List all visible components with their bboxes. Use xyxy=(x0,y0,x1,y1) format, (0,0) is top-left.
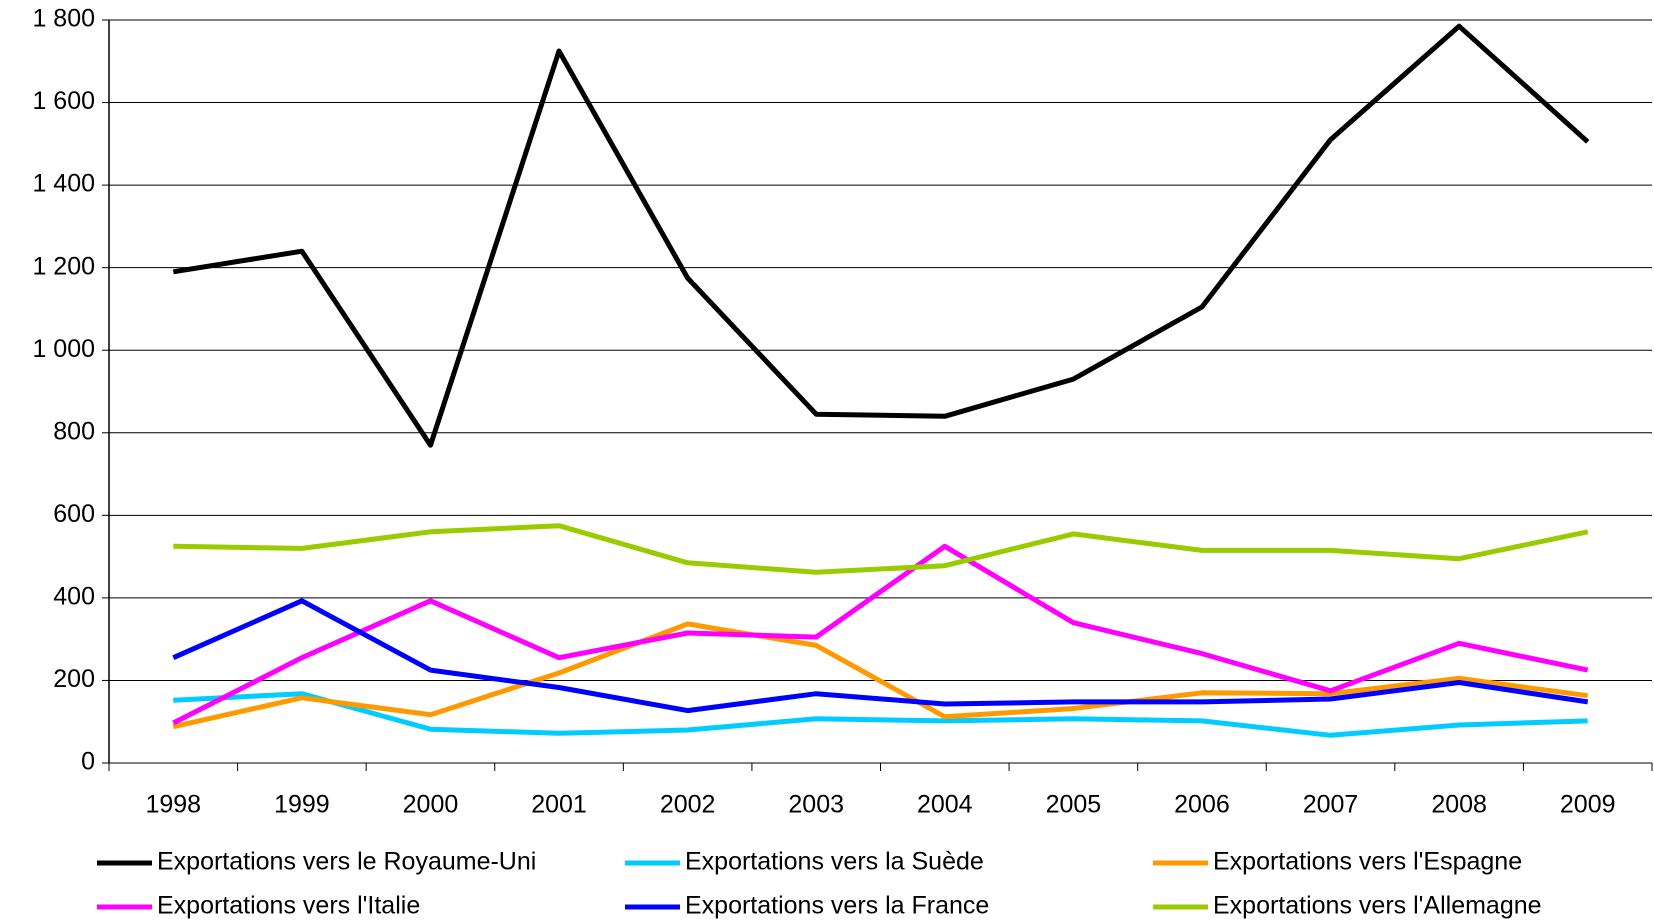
y-tick-label: 0 xyxy=(81,748,95,776)
x-tick-label: 2006 xyxy=(1174,791,1230,819)
y-tick-label: 1 600 xyxy=(32,87,95,115)
legend-label: Exportations vers l'Allemagne xyxy=(1213,892,1542,920)
x-tick-label: 2007 xyxy=(1303,791,1359,819)
series-line xyxy=(173,523,1589,575)
y-tick-label: 800 xyxy=(53,417,95,445)
y-tick-label: 1 200 xyxy=(32,252,95,280)
legend-label: Exportations vers la France xyxy=(685,892,989,920)
y-tick-label: 1 800 xyxy=(32,5,95,33)
x-tick-label: 2004 xyxy=(917,791,973,819)
series-line xyxy=(172,543,1589,726)
x-tick-label: 2005 xyxy=(1046,791,1102,819)
x-tick-label: 2000 xyxy=(403,791,459,819)
legend-label: Exportations vers la Suède xyxy=(685,848,984,876)
y-tick-label: 400 xyxy=(53,582,95,610)
y-tick-label: 1 000 xyxy=(32,335,95,363)
series-line xyxy=(172,598,1589,714)
x-tick-label: 1999 xyxy=(274,791,330,819)
series-line xyxy=(173,691,1588,738)
series-line xyxy=(172,621,1589,730)
legend-label: Exportations vers l'Italie xyxy=(157,892,420,920)
y-tick-label: 200 xyxy=(53,665,95,693)
x-tick-label: 2009 xyxy=(1560,791,1616,819)
x-tick-label: 1998 xyxy=(145,791,201,819)
legend-label: Exportations vers le Royaume-Uni xyxy=(157,848,536,876)
x-tick-label: 2008 xyxy=(1431,791,1487,819)
series-line xyxy=(172,23,1590,448)
y-tick-label: 600 xyxy=(53,500,95,528)
x-tick-label: 2002 xyxy=(660,791,716,819)
x-tick-label: 2001 xyxy=(531,791,587,819)
legend-label: Exportations vers l'Espagne xyxy=(1213,848,1522,876)
y-tick-label: 1 400 xyxy=(32,170,95,198)
x-tick-label: 2003 xyxy=(788,791,844,819)
